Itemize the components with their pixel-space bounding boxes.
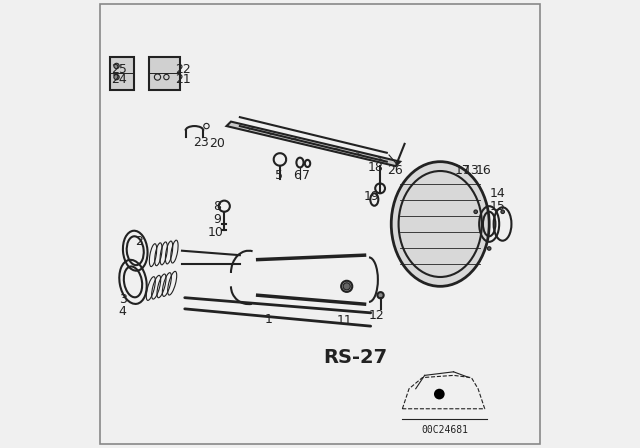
Ellipse shape <box>378 292 383 298</box>
Text: 1: 1 <box>265 313 273 326</box>
Text: 5: 5 <box>275 169 283 182</box>
Text: 2: 2 <box>135 235 143 248</box>
Text: 25: 25 <box>111 63 127 76</box>
Ellipse shape <box>114 74 119 80</box>
Text: 6: 6 <box>293 169 301 182</box>
Text: 17: 17 <box>454 164 470 177</box>
Polygon shape <box>227 121 400 166</box>
Text: 13: 13 <box>463 164 479 177</box>
Text: 00C24681: 00C24681 <box>421 425 468 435</box>
Text: 19: 19 <box>364 190 379 203</box>
Ellipse shape <box>434 389 445 400</box>
FancyBboxPatch shape <box>110 57 134 90</box>
Ellipse shape <box>501 210 504 214</box>
Text: 12: 12 <box>369 309 385 322</box>
Ellipse shape <box>391 162 489 286</box>
Ellipse shape <box>474 210 477 214</box>
Text: 15: 15 <box>489 200 505 213</box>
Text: 16: 16 <box>476 164 492 177</box>
Text: RS-27: RS-27 <box>324 348 388 367</box>
Text: 26: 26 <box>387 164 403 177</box>
Ellipse shape <box>343 283 350 290</box>
Text: 21: 21 <box>175 73 191 86</box>
Text: 14: 14 <box>490 187 505 200</box>
Text: 18: 18 <box>368 160 383 173</box>
Text: 10: 10 <box>207 226 223 239</box>
Text: 23: 23 <box>193 137 209 150</box>
Text: 20: 20 <box>209 138 225 151</box>
Text: 9: 9 <box>214 213 221 226</box>
FancyBboxPatch shape <box>148 57 180 90</box>
Text: 22: 22 <box>175 63 191 76</box>
Text: 24: 24 <box>111 73 127 86</box>
Text: 8: 8 <box>214 200 221 213</box>
Ellipse shape <box>114 63 119 69</box>
Ellipse shape <box>341 281 352 292</box>
Ellipse shape <box>488 247 491 250</box>
Text: 3: 3 <box>119 293 127 306</box>
Text: 4: 4 <box>119 305 127 318</box>
Text: 11: 11 <box>337 314 353 327</box>
Text: 7: 7 <box>301 169 310 182</box>
